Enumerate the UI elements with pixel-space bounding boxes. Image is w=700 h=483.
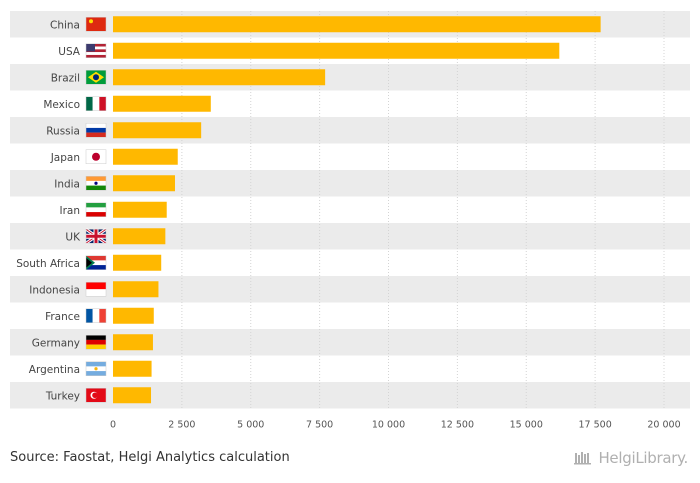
row-stripe [10,382,690,409]
flag-brazil-icon [85,70,107,85]
bar[interactable] [113,95,211,112]
category-label: India [54,178,80,190]
logo-text: HelgiLibrary. [598,449,688,467]
bar[interactable] [113,254,162,271]
bar[interactable] [113,42,560,59]
category-label: Iran [59,205,80,217]
category-label: Brazil [51,72,80,84]
flag-japan-icon [85,149,107,164]
category-label: Mexico [43,99,80,111]
flag-turkey-icon [85,388,107,403]
flag-indonesia-icon [85,282,107,297]
x-tick-label: 17 500 [579,420,612,431]
x-tick-label: 5 000 [237,420,264,431]
bar-chart: China USA Brazil Mexico Russia Japan India Iran… [10,11,690,431]
bar[interactable] [113,148,178,165]
x-tick-label: 10 000 [372,420,405,431]
bar[interactable] [113,360,152,377]
bar[interactable] [113,307,154,324]
flag-russia-icon [85,123,107,138]
flag-uk-icon [85,228,107,245]
x-tick-label: 12 500 [441,420,474,431]
row-stripe [10,223,690,250]
category-label: Russia [46,125,80,137]
category-label: South Africa [16,258,80,270]
x-tick-label: 7 500 [306,420,333,431]
bar[interactable] [113,387,152,404]
bar[interactable] [113,228,166,245]
flag-germany-icon [85,335,107,350]
row-stripe [10,64,690,91]
bar[interactable] [113,334,153,351]
bar[interactable] [113,122,202,139]
category-label: China [50,19,80,31]
x-tick-label: 2 500 [168,420,195,431]
category-label: USA [58,46,81,58]
flag-india-icon [85,176,107,191]
x-tick-label: 0 [110,420,116,431]
row-stripe [10,117,690,144]
flag-mexico-icon [85,96,107,111]
x-tick-label: 20 000 [647,420,680,431]
category-label: Turkey [45,390,80,402]
flag-usa-icon [85,43,107,58]
category-label: Indonesia [29,284,80,296]
bar[interactable] [113,16,601,33]
category-label: France [45,311,80,323]
flag-france-icon [85,308,107,323]
flag-argentina-icon [85,361,107,376]
row-stripe [10,170,690,197]
row-stripe [10,276,690,303]
flag-china-icon [85,17,107,32]
category-label: Japan [50,152,80,164]
flag-south-africa-icon [85,255,107,270]
bar[interactable] [113,201,167,218]
row-stripe [10,329,690,356]
source-note: Source: Faostat, Helgi Analytics calcula… [10,450,290,465]
helgi-library-logo[interactable]: HelgiLibrary. [574,449,688,467]
bar[interactable] [113,175,175,192]
flag-iran-icon [85,202,107,217]
category-label: UK [65,231,81,243]
category-label: Argentina [29,364,80,376]
category-label: Germany [32,337,80,349]
library-icon [574,452,592,465]
bar[interactable] [113,69,326,86]
x-tick-label: 15 000 [510,420,543,431]
bar[interactable] [113,281,159,298]
